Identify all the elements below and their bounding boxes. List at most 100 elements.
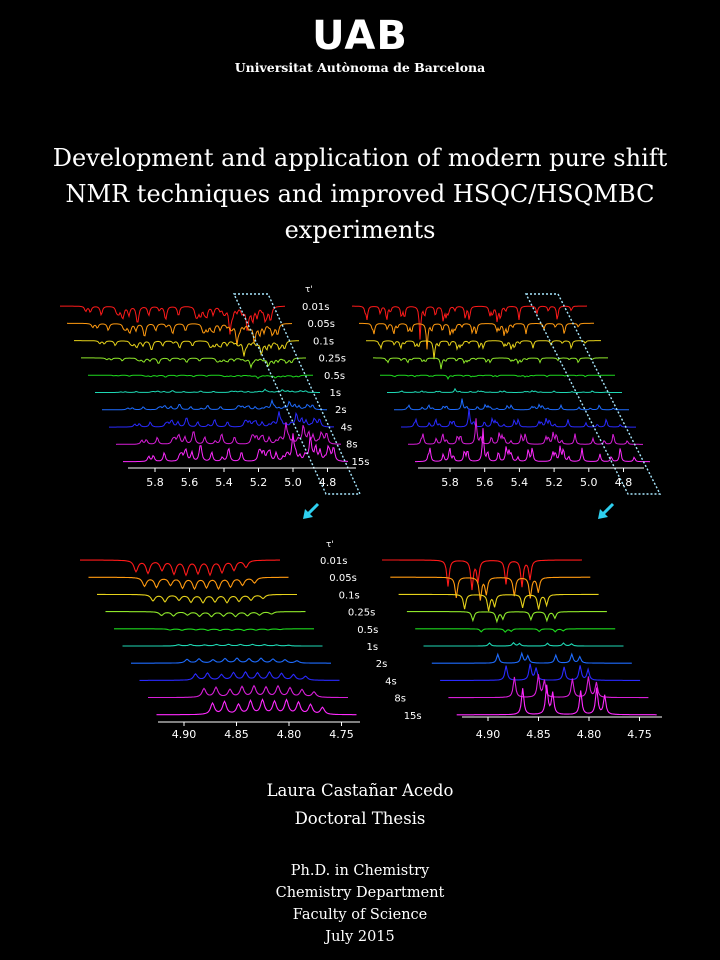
delay-label-top-10: 15s <box>352 457 370 468</box>
spectrum-trace-tr-10 <box>415 428 651 463</box>
spectrum-trace-tr-1 <box>352 305 588 340</box>
spectrum-trace-tr-6 <box>387 387 622 393</box>
spectrum-trace-br-1 <box>382 559 582 591</box>
spectrum-trace-bl-10 <box>156 698 357 716</box>
spectrum-trace-tr-3 <box>366 340 601 360</box>
delay-label-top-6: 1s <box>330 388 342 399</box>
spectrum-trace-bl-9 <box>148 684 348 699</box>
zoom-arrow-icon-right-shaft <box>601 502 615 516</box>
delay-label-top-1: 0.01s <box>302 302 329 313</box>
spectrum-trace-bl-8 <box>139 670 340 681</box>
axis-label-tl-4: 5.2 <box>250 476 268 489</box>
uab-logo-mark: UAB <box>312 13 408 59</box>
tau-label-bottom: τ' <box>326 540 334 550</box>
delay-label-bottom-4: 0.25s <box>348 608 375 619</box>
spectrum-trace-bl-5 <box>114 628 314 632</box>
delay-label-bottom-3: 0.1s <box>339 590 360 601</box>
thesis-date: July 2015 <box>325 929 395 945</box>
spectrum-trace-tl-7 <box>102 398 327 411</box>
spectrum-trace-tl-4 <box>81 357 306 370</box>
delay-label-bottom-6: 1s <box>367 642 379 653</box>
delay-label-bottom-2: 0.05s <box>329 573 356 584</box>
spectrum-trace-br-4 <box>406 611 607 624</box>
program-line-3: Faculty of Science <box>292 907 428 923</box>
spectrum-trace-br-2 <box>390 576 591 601</box>
spectrum-trace-tl-9 <box>115 422 342 445</box>
axis-label-tl-5: 5.0 <box>284 476 302 489</box>
axis-label-tl-1: 5.8 <box>146 476 164 489</box>
delay-label-top-9: 8s <box>346 440 358 451</box>
axis-label-tr-4: 5.2 <box>545 476 563 489</box>
degree-type: Doctoral Thesis <box>294 809 426 828</box>
spectrum-trace-tr-7 <box>394 398 629 411</box>
axis-label-tr-2: 5.6 <box>476 476 494 489</box>
title-line-2: NMR techniques and improved HSQC/HSQMBC <box>65 180 655 208</box>
spectrum-trace-tl-3 <box>74 340 299 357</box>
axis-label-bl-4: 4.75 <box>329 728 354 741</box>
spectrum-trace-bl-2 <box>88 576 289 591</box>
spectrum-trace-bl-3 <box>97 593 297 604</box>
spectrum-trace-br-7 <box>431 651 632 664</box>
university-name: Universitat Autònoma de Barcelona <box>234 60 486 75</box>
program-line-2: Chemistry Department <box>275 885 445 901</box>
spectrum-trace-tr-9 <box>408 418 643 445</box>
delay-label-top-4: 0.25s <box>319 354 346 365</box>
spectrum-trace-tl-10 <box>123 433 348 463</box>
spectrum-trace-tr-2 <box>359 322 594 350</box>
program-block: Ph.D. in Chemistry Chemistry Department … <box>0 860 720 948</box>
spectrum-trace-tr-8 <box>401 408 636 428</box>
axis-label-bl-3: 4.80 <box>277 728 302 741</box>
zoom-arrow-icon-left-shaft <box>306 502 320 516</box>
axis-label-tl-3: 5.4 <box>215 476 233 489</box>
spectrum-trace-bl-6 <box>122 643 323 647</box>
spectrum-trace-br-8 <box>440 663 641 681</box>
delay-label-bottom-5: 0.5s <box>357 625 378 636</box>
spectrum-trace-br-5 <box>415 628 616 633</box>
axis-label-bl-2: 4.85 <box>224 728 249 741</box>
axis-label-tr-1: 5.8 <box>441 476 459 489</box>
spectrum-trace-tl-5 <box>88 374 313 380</box>
spectrum-trace-tl-2 <box>66 322 293 346</box>
selection-box-tl <box>232 293 362 495</box>
axis-label-br-3: 4.80 <box>577 728 602 741</box>
delay-label-top-2: 0.05s <box>308 319 335 330</box>
delay-label-top-7: 2s <box>335 405 347 416</box>
zoom-arrow-icon-right-head <box>598 509 608 519</box>
author-name: Laura Castañar Acedo <box>266 781 454 800</box>
spectrum-trace-br-6 <box>423 641 624 647</box>
delay-label-bottom-7: 2s <box>376 659 388 670</box>
delay-label-top-3: 0.1s <box>313 336 334 347</box>
title-line-1: Development and application of modern pu… <box>52 144 668 172</box>
thesis-title: Development and application of modern pu… <box>40 140 680 248</box>
axis-label-tl-2: 5.6 <box>181 476 199 489</box>
spectrum-trace-tl-6 <box>95 388 320 393</box>
tau-label-top: τ' <box>305 285 313 295</box>
axis-label-tr-6: 4.8 <box>615 476 633 489</box>
axis-label-tr-5: 5.0 <box>580 476 598 489</box>
axis-label-br-2: 4.85 <box>526 728 551 741</box>
axis-label-br-4: 4.75 <box>627 728 652 741</box>
spectrum-trace-br-10 <box>456 684 657 716</box>
axis-label-tr-3: 5.4 <box>511 476 529 489</box>
zoom-arrow-icon-left-head <box>303 509 313 519</box>
spectrum-trace-br-9 <box>448 674 649 699</box>
program-line-1: Ph.D. in Chemistry <box>290 863 430 879</box>
delay-label-top-8: 4s <box>341 422 353 433</box>
spectrum-trace-tr-5 <box>380 374 615 380</box>
axis-label-bl-1: 4.90 <box>172 728 197 741</box>
delay-label-bottom-1: 0.01s <box>320 556 347 567</box>
selection-box-tr <box>524 293 662 495</box>
delay-label-bottom-9: 8s <box>394 694 406 705</box>
axis-label-tl-6: 4.8 <box>319 476 337 489</box>
delay-label-bottom-8: 4s <box>385 676 397 687</box>
author-block: Laura Castañar Acedo Doctoral Thesis <box>0 777 720 833</box>
spectrum-trace-tr-4 <box>373 357 608 370</box>
spectrum-trace-tl-1 <box>60 305 285 335</box>
spectrum-trace-tl-8 <box>109 411 334 428</box>
delay-label-top-5: 0.5s <box>324 371 345 382</box>
spectrum-trace-bl-1 <box>80 559 280 577</box>
spectrum-trace-bl-4 <box>105 611 306 618</box>
title-line-3: experiments <box>284 216 436 244</box>
nmr-spectra-figure: 5.8 5.6 5.4 5.2 5.0 4.8 5.8 5.6 5.4 5.2 5.0 4.8 τ' 0.… <box>60 285 662 741</box>
university-logo: UAB Universitat Autònoma de Barcelona <box>0 14 720 75</box>
